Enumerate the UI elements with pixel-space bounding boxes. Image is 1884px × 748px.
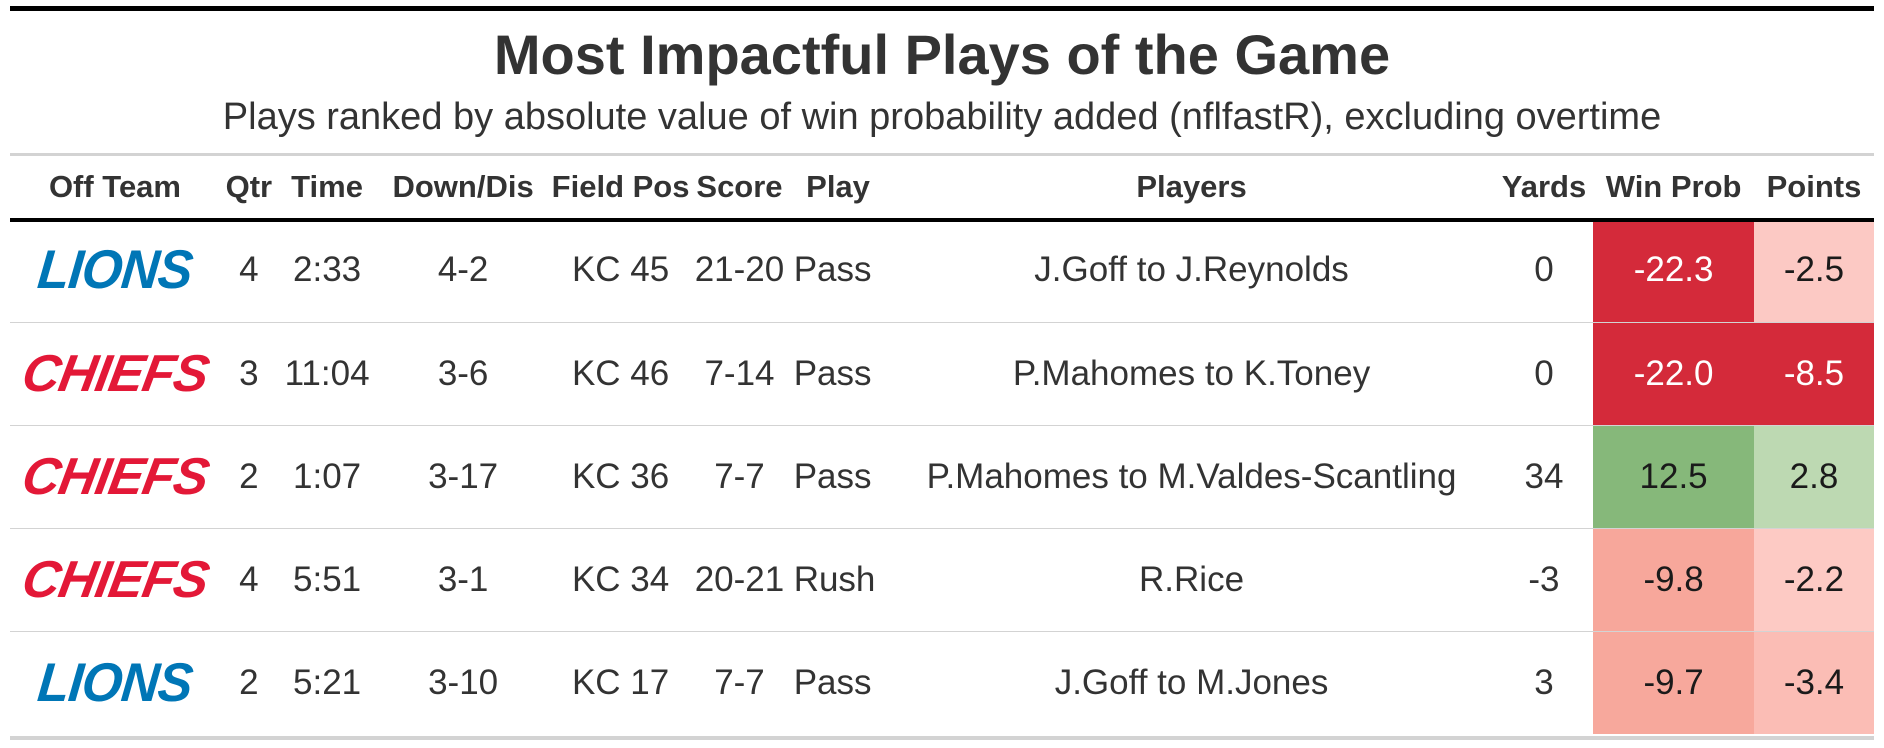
header-top-rule <box>10 153 1874 156</box>
header-row: Off Team Qtr Time Down/Dis Field Pos Sco… <box>10 156 1874 218</box>
chart-subtitle: Plays ranked by absolute value of win pr… <box>222 96 1662 138</box>
players-cell: J.Goff to J.Reynolds <box>888 218 1495 323</box>
qtr-cell: 4 <box>219 218 278 323</box>
table-row: CHIEFS 3 11:04 3-6 KC 46 7-14 Pass P.Mahomes to… <box>10 322 1874 426</box>
players-cell: J.Goff to M.Jones <box>1054 663 1329 702</box>
points-cell: -2.5 <box>1753 218 1874 323</box>
players-cell: P.Mahomes to K.Toney <box>888 322 1495 426</box>
score-cell: 20-21 <box>691 528 788 632</box>
yards-cell: 0 <box>1494 322 1594 426</box>
play-cell: Pass <box>787 322 889 426</box>
col-header-points: Points <box>1766 169 1862 204</box>
col-header-yards: Yards <box>1501 169 1587 204</box>
col-header-score: Score <box>696 169 783 204</box>
play-cell: Pass <box>787 425 889 529</box>
time-cell: 2:33 <box>277 218 377 323</box>
chiefs-logo: CHIEFS <box>17 551 213 609</box>
field-pos-cell: KC 46 <box>549 322 692 426</box>
down-dis-cell: 3-10 <box>428 663 499 702</box>
field-pos-cell: KC 36 <box>549 425 692 529</box>
points-cell: 2.8 <box>1753 425 1874 529</box>
score-cell: 21-20 <box>691 218 788 323</box>
down-dis-cell: 3-1 <box>376 528 550 632</box>
table-row: CHIEFS 2 1:07 3-17 KC 36 7-7 Pass P.Mahomes to … <box>10 425 1874 529</box>
col-header-field-pos: Field Pos <box>551 169 690 204</box>
win-prob-cell: -22.0 <box>1593 322 1754 426</box>
col-header-play: Play <box>806 169 870 204</box>
field-pos-cell: KC 34 <box>549 528 692 632</box>
win-prob-cell: 12.5 <box>1593 425 1754 529</box>
chiefs-logo: CHIEFS <box>17 345 213 403</box>
down-dis-cell: 3-17 <box>376 425 550 529</box>
time-cell: 5:51 <box>277 528 377 632</box>
col-header-win-prob: Win Prob <box>1605 169 1742 204</box>
win-prob-cell: -9.8 <box>1593 528 1754 632</box>
points-cell: -2.2 <box>1753 528 1874 632</box>
lions-logo: LIONS <box>34 652 195 714</box>
col-header-down-dis: Down/Dis <box>392 169 534 204</box>
yards-cell: 0 <box>1494 218 1594 323</box>
team-logo: LIONS <box>10 218 220 323</box>
lions-logo: LIONS <box>34 239 195 301</box>
header-bottom-rule <box>10 218 1874 222</box>
field-pos-cell: KC 17 <box>571 663 670 702</box>
table-bottom-rule <box>10 736 1874 740</box>
qtr-cell: 4 <box>219 528 278 632</box>
down-dis-cell: 4-2 <box>376 218 550 323</box>
team-logo: CHIEFS <box>10 528 220 632</box>
top-border <box>10 6 1874 11</box>
col-header-off-team: Off Team <box>48 169 181 204</box>
chiefs-logo: CHIEFS <box>17 448 213 506</box>
team-logo: CHIEFS <box>10 425 220 529</box>
yards-cell: 3 <box>1534 663 1554 702</box>
points-cell: -8.5 <box>1753 322 1874 426</box>
players-cell: R.Rice <box>888 528 1495 632</box>
play-cell: Rush <box>787 528 889 632</box>
qtr-cell: 3 <box>219 322 278 426</box>
players-cell: P.Mahomes to M.Valdes-Scantling <box>888 425 1495 529</box>
table-row: LIONS 2 5:21 3-10 KC 17 7-7 Pass J.Goff to M.Jo… <box>10 631 1874 735</box>
table-row: CHIEFS 4 5:51 3-1 KC 34 20-21 Rush R.Rice -3 -9.8… <box>10 528 1874 632</box>
score-cell: 7-7 <box>691 425 788 529</box>
chart-title: Most Impactful Plays of the Game <box>493 23 1391 86</box>
table-row: LIONS 4 2:33 4-2 KC 45 21-20 Pass J.Goff to J.R… <box>10 218 1874 323</box>
down-dis-cell: 3-6 <box>376 322 550 426</box>
score-cell: 7-14 <box>691 322 788 426</box>
yards-cell: -3 <box>1494 528 1594 632</box>
yards-cell: 34 <box>1494 425 1594 529</box>
time-cell: 5:21 <box>293 663 362 702</box>
team-logo: LIONS <box>10 632 220 735</box>
col-header-qtr: Qtr <box>225 169 273 204</box>
plays-table: Off Team Qtr Time Down/Dis Field Pos Sco… <box>10 156 1874 734</box>
win-prob-cell: -9.7 <box>1593 631 1754 734</box>
play-cell: Pass <box>787 218 889 323</box>
field-pos-cell: KC 45 <box>549 218 692 323</box>
table-body: LIONS 4 2:33 4-2 KC 45 21-20 Pass J.Goff to J.R… <box>10 218 1874 734</box>
win-prob-cell: -22.3 <box>1593 218 1754 323</box>
play-cell: Pass <box>793 663 872 702</box>
col-header-players: Players <box>1136 169 1247 204</box>
team-logo: CHIEFS <box>10 322 220 426</box>
time-cell: 1:07 <box>277 425 377 529</box>
score-cell: 7-7 <box>714 663 765 702</box>
col-header-time: Time <box>291 169 363 204</box>
points-cell: -3.4 <box>1753 631 1874 734</box>
qtr-cell: 2 <box>219 425 278 529</box>
time-cell: 11:04 <box>277 322 377 426</box>
qtr-cell: 2 <box>239 663 259 702</box>
